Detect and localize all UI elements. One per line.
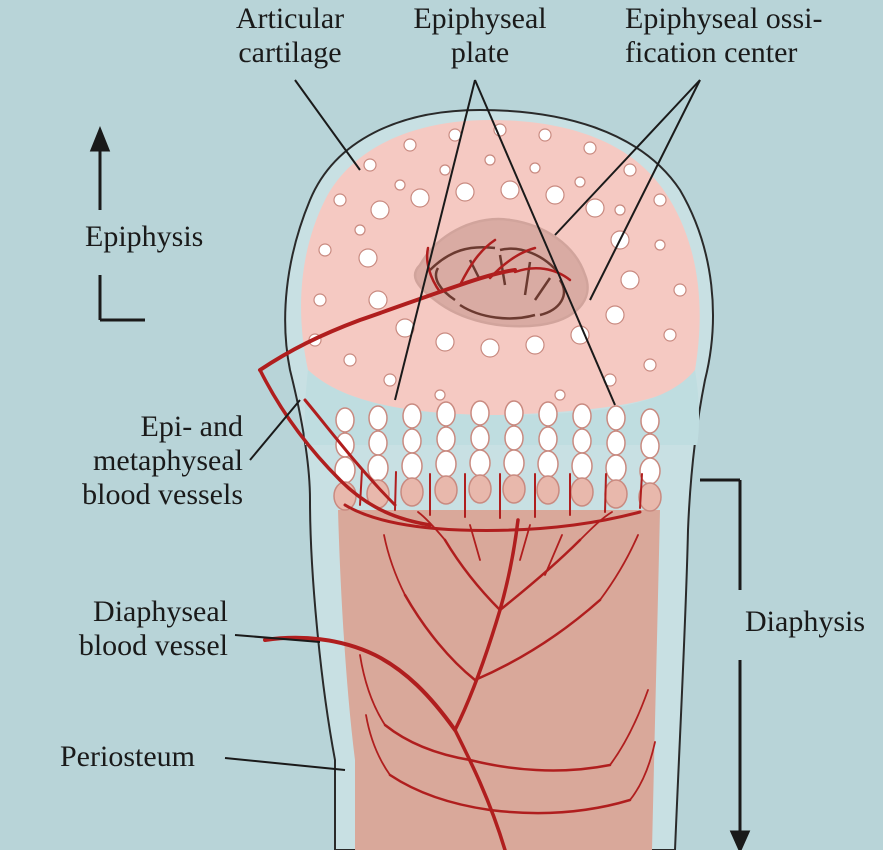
epiphyseal-plate-band (305, 370, 699, 445)
leader-lines (225, 80, 700, 770)
label-epiphyseal-plate: Epiphyseal plate (400, 2, 560, 70)
cell-columns (334, 401, 661, 511)
label-diaphyseal-vessel: Diaphyseal blood vessel (48, 595, 228, 663)
label-epi-meta-vessels: Epi- and metaphyseal blood vessels (48, 410, 243, 512)
bone-outline (285, 110, 713, 850)
diaphysis-region (338, 510, 660, 850)
epiphysis-cartilage (301, 120, 700, 415)
label-articular-cartilage: Articular cartilage (215, 2, 365, 70)
label-epiphyseal-ossification: Epiphyseal ossi- fication center (625, 2, 883, 70)
label-periosteum: Periosteum (60, 740, 195, 774)
blood-vessels (260, 240, 655, 850)
label-epiphysis: Epiphysis (85, 220, 203, 254)
chondrocytes (309, 124, 686, 400)
label-diaphysis: Diaphysis (745, 605, 865, 639)
ossification-center (415, 219, 588, 326)
